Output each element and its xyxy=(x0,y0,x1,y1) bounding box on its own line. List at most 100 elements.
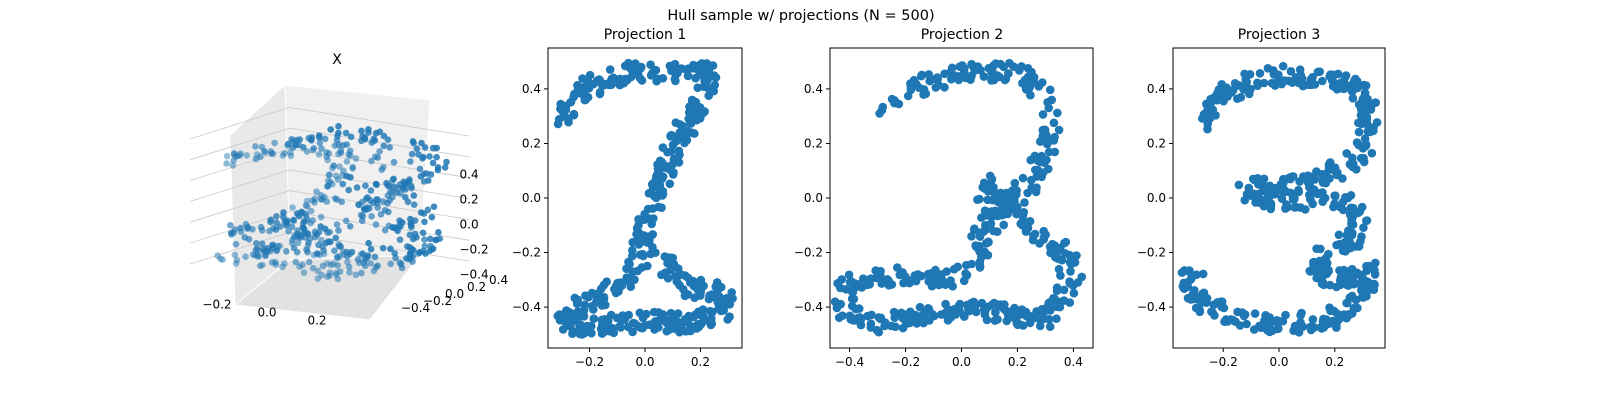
scatter-point xyxy=(634,221,643,230)
scatter-point xyxy=(696,307,706,317)
scatter-point xyxy=(877,279,886,288)
scatter-point xyxy=(1190,286,1199,295)
scatter-point xyxy=(421,242,429,250)
scatter-point xyxy=(315,228,323,236)
scatter-point xyxy=(890,313,899,323)
scatter-point xyxy=(1069,288,1079,298)
scatter-point xyxy=(668,253,678,263)
scatter-point xyxy=(400,178,407,186)
scatter-point xyxy=(391,250,399,257)
y-tick-label: −0.2 xyxy=(1137,246,1166,260)
scatter-point xyxy=(1306,322,1315,332)
x-tick-label: −0.2 xyxy=(202,297,231,311)
axes-3d: X −0.20.00.2−0.4−0.20.0 0.2 0.4−0.4−0.20.0… xyxy=(190,52,508,327)
scatter-point xyxy=(441,164,449,171)
scatter-point xyxy=(595,87,605,97)
scatter-point xyxy=(575,329,585,339)
scatter-point xyxy=(1345,210,1355,219)
scatter-point xyxy=(844,270,854,280)
scatter-point xyxy=(648,204,657,213)
x-tick-label: 0.0 xyxy=(1269,355,1288,369)
scatter-point xyxy=(256,262,264,270)
scatter-point xyxy=(1061,237,1071,247)
scatter-point xyxy=(658,311,668,320)
scatter-point xyxy=(639,251,648,261)
scatter-point xyxy=(289,204,296,211)
scatter-point xyxy=(703,83,712,92)
scatter-3d xyxy=(214,123,450,283)
scatter-point xyxy=(1044,315,1054,324)
y-tick-label: −0.4 xyxy=(512,300,541,314)
scatter-point xyxy=(1023,64,1033,73)
scatter-point xyxy=(919,90,928,99)
scatter-point xyxy=(914,83,924,92)
scatter-point xyxy=(252,143,259,150)
scatter-point xyxy=(687,95,697,105)
scatter-point xyxy=(1295,72,1304,82)
scatter-point xyxy=(1234,180,1244,190)
scatter-point xyxy=(345,186,353,194)
scatter-point xyxy=(690,293,699,303)
scatter-point xyxy=(314,250,321,258)
scatter-point xyxy=(374,262,382,270)
scatter-point xyxy=(283,248,290,255)
scatter-point xyxy=(700,107,709,116)
scatter-point xyxy=(1015,63,1025,73)
scatter-point xyxy=(337,147,345,154)
scatter-point xyxy=(1002,307,1012,317)
scatter-point xyxy=(223,152,231,160)
scatter-point xyxy=(257,223,265,231)
scatter-point xyxy=(856,320,866,330)
scatter-point xyxy=(949,264,959,274)
scatter-point xyxy=(334,176,342,183)
scatter-point xyxy=(1271,183,1281,193)
scatter-point xyxy=(252,239,260,247)
scatter-point xyxy=(968,304,978,314)
x-tick-label: 0.0 xyxy=(952,355,971,369)
scatter-point xyxy=(1052,314,1061,324)
scatter-point xyxy=(666,131,675,141)
scatter-point xyxy=(696,277,706,287)
scatter-point xyxy=(611,288,621,298)
scatter-point xyxy=(407,158,414,165)
scatter-point xyxy=(1288,172,1298,181)
scatter-point xyxy=(319,262,327,270)
scatter-point xyxy=(288,135,295,143)
scatter-point xyxy=(421,144,429,151)
scatter-point xyxy=(984,237,993,247)
projection-2-points xyxy=(830,58,1087,337)
scatter-point xyxy=(294,210,301,217)
scatter-point xyxy=(891,322,900,332)
scatter-point xyxy=(595,75,604,85)
y-tick-label: 0.4 xyxy=(804,82,823,96)
scatter-point xyxy=(939,310,949,319)
scatter-point xyxy=(321,225,329,233)
scatter-point xyxy=(1290,321,1300,331)
projection-3-ticks: −0.2 0.0 0.2 −0.4 −0.2 0.0 0.2 0.4 xyxy=(1137,82,1344,369)
scatter-point xyxy=(1365,285,1375,294)
scatter-point xyxy=(331,195,339,202)
scatter-point xyxy=(1330,166,1339,175)
scatter-point xyxy=(660,163,670,172)
scatter-point xyxy=(335,227,342,234)
scatter-point xyxy=(386,144,394,151)
scatter-point xyxy=(634,63,644,72)
scatter-point xyxy=(1306,194,1315,204)
scatter-point xyxy=(569,110,579,119)
scatter-point xyxy=(907,276,916,286)
scatter-point xyxy=(978,183,987,192)
scatter-point xyxy=(1335,314,1344,324)
scatter-point xyxy=(1049,118,1059,128)
scatter-point xyxy=(1318,278,1328,287)
scatter-point xyxy=(1346,203,1356,213)
scatter-point xyxy=(556,104,565,114)
scatter-point xyxy=(420,153,427,161)
scatter-point xyxy=(1348,153,1357,163)
scatter-point xyxy=(1045,298,1054,307)
scatter-point xyxy=(554,115,564,124)
scatter-point xyxy=(339,180,347,188)
scatter-point xyxy=(374,154,382,161)
scatter-point xyxy=(362,182,369,189)
scatter-point xyxy=(1296,311,1305,320)
scatter-point xyxy=(394,227,402,235)
